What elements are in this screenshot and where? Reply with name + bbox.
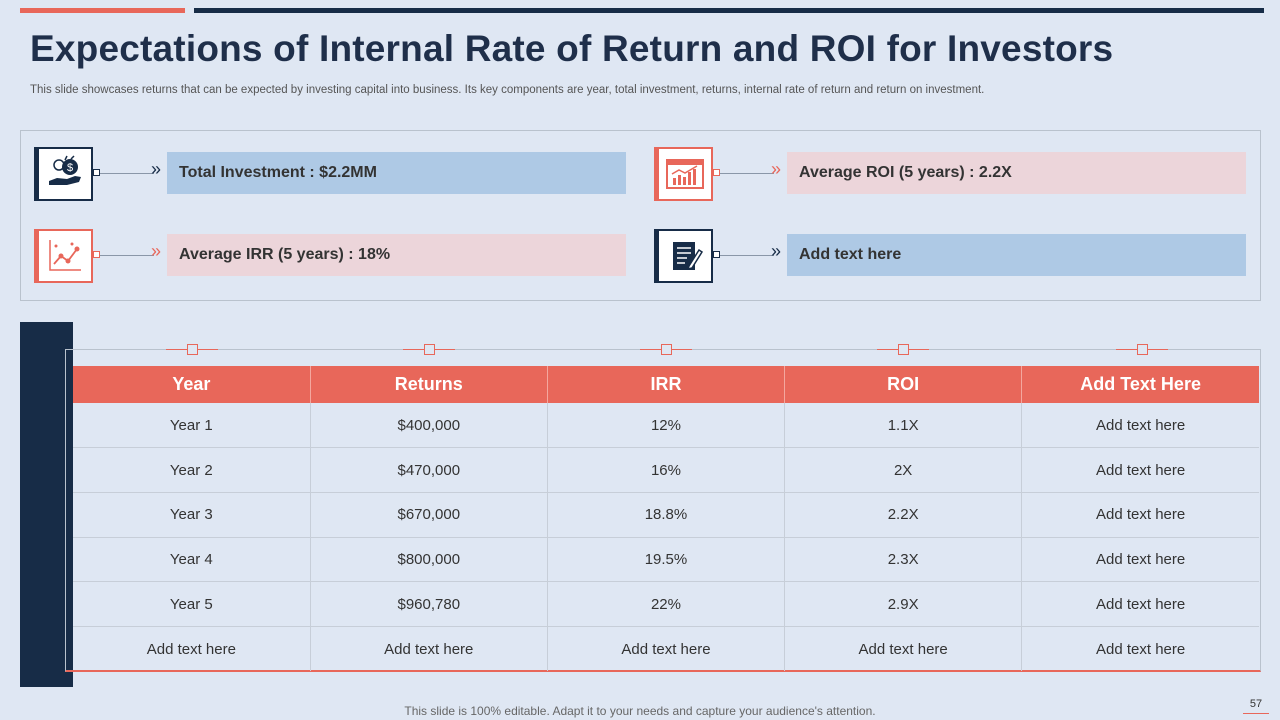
column-marker [1116, 344, 1168, 355]
table-cell: $470,000 [310, 447, 548, 493]
table-row: Year 2 $470,000 16% 2X Add text here [73, 447, 1259, 493]
table-cell: Year 1 [73, 403, 311, 449]
chevron-right-icon: » [151, 159, 162, 179]
table-row: Year 1 $400,000 12% 1.1X Add text here [73, 403, 1259, 449]
table-cell: 18.8% [547, 492, 786, 538]
table-cell: Add text here [1021, 581, 1259, 627]
investment-hand-icon: $ [34, 147, 93, 201]
returns-table: Year Returns IRR ROI Add Text Here Year … [73, 366, 1259, 672]
table-header-row: Year Returns IRR ROI Add Text Here [73, 366, 1259, 403]
table-cell: 2.2X [784, 492, 1023, 538]
table-cell: Add text here [73, 626, 311, 672]
table-cell: Add text here [547, 626, 786, 672]
table-cell: Add text here [1021, 403, 1259, 449]
table-cell: Add text here [784, 626, 1023, 672]
chevron-right-icon: » [771, 241, 782, 261]
table-cell: Year 4 [73, 537, 311, 583]
chevron-right-icon: » [151, 241, 162, 261]
table-side-accent [20, 322, 73, 687]
column-marker [877, 344, 929, 355]
kpi-panel: $ » Total Investment : $2.2MM [20, 130, 1261, 301]
table-cell: $800,000 [310, 537, 548, 583]
column-marker [640, 344, 692, 355]
page-subtitle: This slide showcases returns that can be… [30, 84, 985, 96]
table-cell: Year 3 [73, 492, 311, 538]
table-cell: 2.9X [784, 581, 1023, 627]
top-accent-bar-navy [194, 8, 1264, 13]
table-cell: $960,780 [310, 581, 548, 627]
header-add-text: Add Text Here [1021, 366, 1259, 403]
table-cell: Year 5 [73, 581, 311, 627]
header-returns: Returns [310, 366, 548, 403]
table-cell: 2X [784, 447, 1023, 493]
document-pen-icon [654, 229, 713, 283]
table-cell: 12% [547, 403, 786, 449]
column-marker [166, 344, 218, 355]
kpi-average-roi-label: Average ROI (5 years) : 2.2X [787, 152, 1246, 194]
table-row: Year 3 $670,000 18.8% 2.2X Add text here [73, 492, 1259, 538]
table-cell: Add text here [1021, 492, 1259, 538]
table-cell: Add text here [1021, 447, 1259, 493]
table-cell: 22% [547, 581, 786, 627]
header-roi: ROI [784, 366, 1023, 403]
table-row: Add text here Add text here Add text her… [73, 626, 1259, 672]
table-cell: $400,000 [310, 403, 548, 449]
table-cell: 1.1X [784, 403, 1023, 449]
kpi-total-investment-label: Total Investment : $2.2MM [167, 152, 626, 194]
header-year: Year [73, 366, 311, 403]
table-row: Year 4 $800,000 19.5% 2.3X Add text here [73, 537, 1259, 583]
table-cell: Add text here [1021, 537, 1259, 583]
table-cell: 19.5% [547, 537, 786, 583]
column-marker [403, 344, 455, 355]
svg-text:$: $ [67, 162, 73, 174]
footer-note: This slide is 100% editable. Adapt it to… [404, 704, 876, 718]
table-row: Year 5 $960,780 22% 2.9X Add text here [73, 581, 1259, 627]
table-cell: 2.3X [784, 537, 1023, 583]
table-cell: 16% [547, 447, 786, 493]
table-cell: Add text here [310, 626, 548, 672]
table-cell: $670,000 [310, 492, 548, 538]
header-irr: IRR [547, 366, 786, 403]
kpi-average-irr-label: Average IRR (5 years) : 18% [167, 234, 626, 276]
table-cell: Add text here [1096, 640, 1186, 658]
line-graph-icon [34, 229, 93, 283]
page-title: Expectations of Internal Rate of Return … [30, 28, 1114, 69]
page-number: 57 [1243, 698, 1269, 714]
kpi-add-text-label: Add text here [787, 234, 1246, 276]
growth-chart-icon [654, 147, 713, 201]
chevron-right-icon: » [771, 159, 782, 179]
top-accent-bar-red [20, 8, 185, 13]
table-cell: Year 2 [73, 447, 311, 493]
